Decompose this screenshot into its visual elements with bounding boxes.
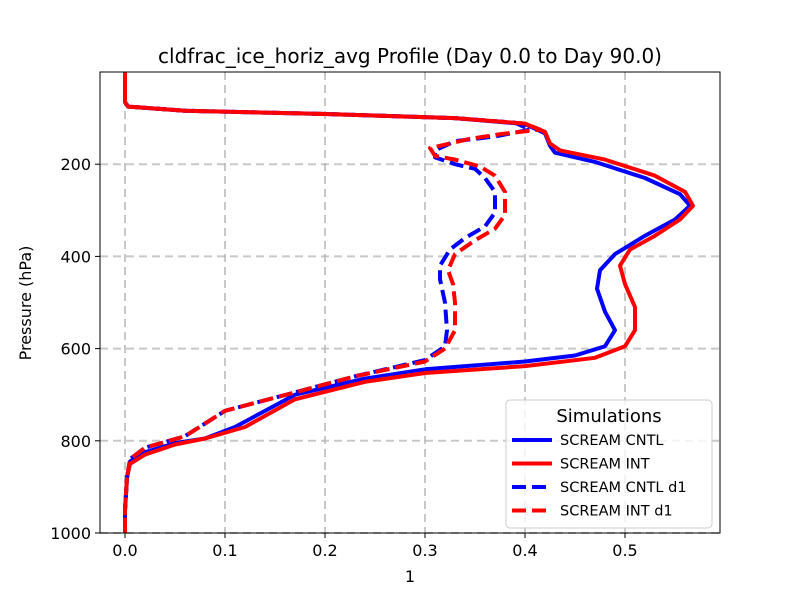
legend-label: SCREAM CNTL d1 [560, 480, 687, 496]
axis-ticks: 0.0 0.1 0.2 0.3 0.4 0.5 200 400 600 800 1000 [50, 155, 637, 560]
x-tick-label: 0.4 [512, 541, 537, 560]
series-line-scream-int-d1 [123, 72, 542, 533]
x-tick-label: 0.1 [212, 541, 237, 560]
legend-title: Simulations [556, 406, 661, 427]
plot-frame [99, 71, 721, 534]
legend-label: SCREAM CNTL [560, 433, 664, 449]
series-line-scream-cntl-d1 [123, 72, 532, 533]
x-axis-label: 1 [405, 567, 415, 586]
y-tick-label: 400 [60, 247, 91, 266]
y-tick-label: 800 [60, 432, 91, 451]
y-axis-label: Pressure (hPa) [16, 246, 35, 361]
x-tick-label: 0.2 [312, 541, 337, 560]
legend-label: SCREAM INT d1 [560, 504, 673, 520]
x-tick-label: 0.3 [412, 541, 437, 560]
x-tick-label: 0.0 [112, 541, 137, 560]
series-lines [123, 72, 695, 533]
y-tick-label: 200 [60, 155, 91, 174]
x-tick-label: 0.5 [612, 541, 637, 560]
chart-title: cldfrac_ice_horiz_avg Profile (Day 0.0 t… [158, 44, 662, 68]
y-tick-label: 1000 [50, 524, 91, 543]
legend-box [505, 399, 713, 529]
legend-items: SCREAM CNTL SCREAM INT SCREAM CNTL d1 SCREA… [512, 433, 687, 520]
legend-label: SCREAM INT [560, 457, 650, 473]
y-tick-label: 600 [60, 340, 91, 359]
